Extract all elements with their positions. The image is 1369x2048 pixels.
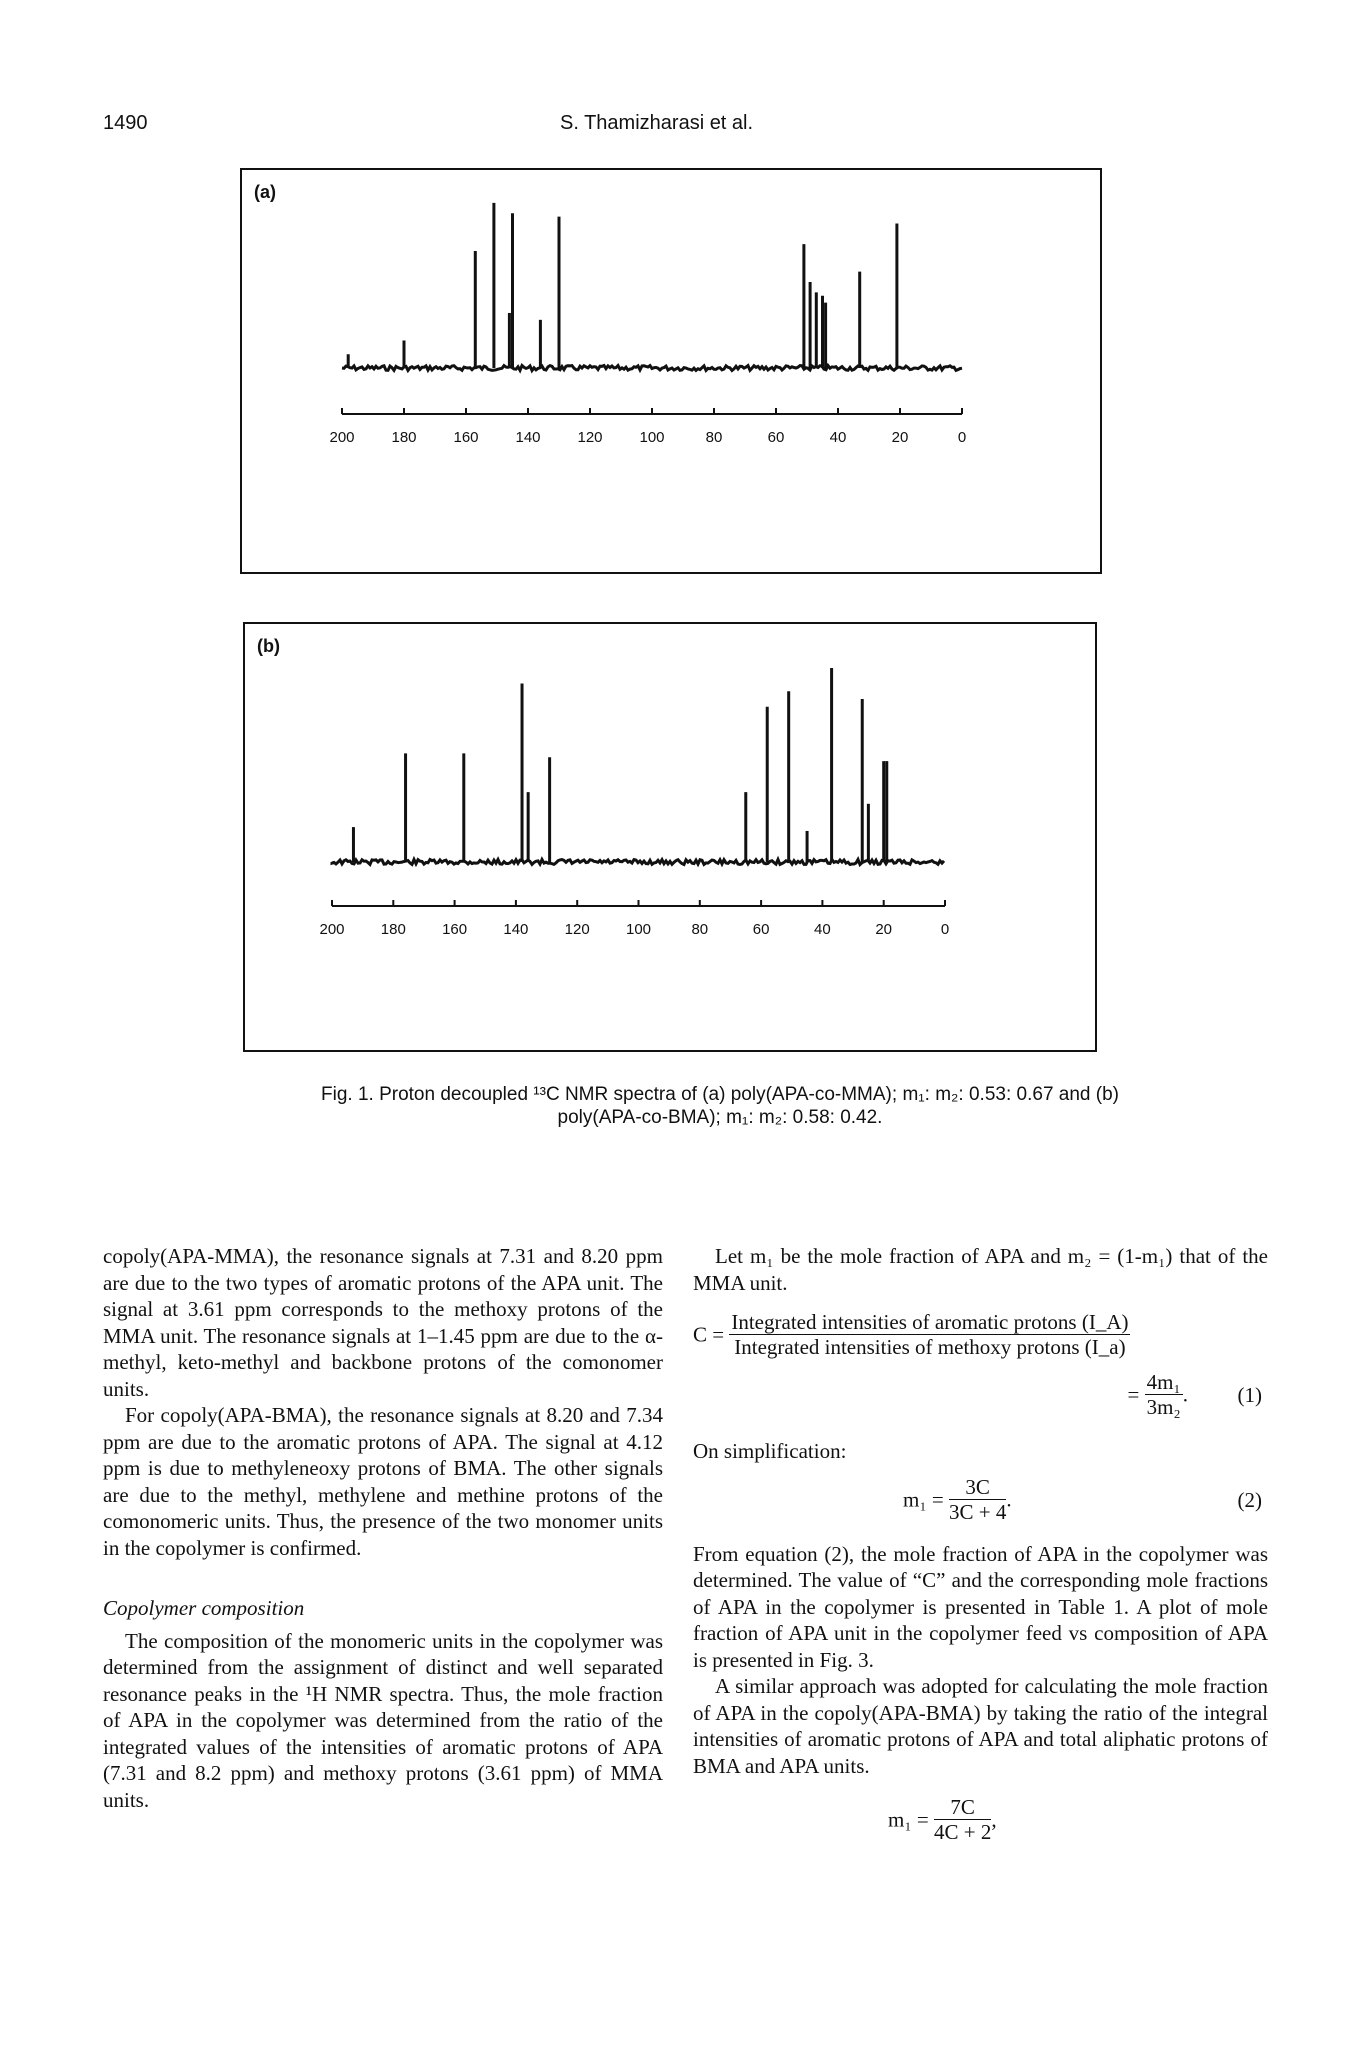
running-header-authors: S. Thamizharasi et al. — [560, 112, 754, 134]
eq3-lhs: m₁ = — [888, 1807, 929, 1832]
eq1-tail: . — [1182, 1382, 1188, 1407]
caption-line-2: poly(APA-co-BMA); m₁: m₂: 0.58: 0.42. — [557, 1107, 883, 1128]
eq1-lhs: = — [1127, 1382, 1140, 1407]
spectrum-a-tick-label: 120 — [577, 429, 602, 446]
caption-line-1: Fig. 1. Proton decoupled ¹³C NMR spectra… — [321, 1084, 1119, 1105]
spectrum-a-tick-label: 40 — [830, 429, 847, 446]
eq1-denominator: 3m₂ — [1146, 1395, 1181, 1419]
spectrum-a-tick-label: 20 — [892, 429, 909, 446]
spectrum-a-tick-label: 200 — [329, 429, 354, 446]
panel-a-label: (a) — [254, 182, 276, 202]
figure-caption: Fig. 1. Proton decoupled ¹³C NMR spectra… — [300, 1083, 1140, 1129]
spectrum-b-tick-label: 120 — [565, 921, 590, 938]
spectrum-a-tick-label: 60 — [768, 429, 785, 446]
spectrum-a-tick-label: 160 — [453, 429, 478, 446]
eq2-fraction: 3C 3C + 4 — [949, 1475, 1007, 1524]
eq2-tail: . — [1006, 1486, 1012, 1511]
eq1-numerator: 4m₁ — [1144, 1370, 1183, 1395]
paragraph-simplification: On simplification: — [693, 1439, 847, 1463]
equation-c-definition: C = Integrated intensities of aromatic p… — [693, 1310, 1268, 1366]
spectrum-panel-b: (b) 200 180 160 140 120 100 80 60 40 20 0 — [243, 622, 1097, 1052]
spectrum-b-tick-label: 20 — [875, 921, 892, 938]
left-column: copoly(APA-MMA), the resonance signals a… — [103, 1243, 663, 1813]
right-column: Let m₁ be the mole fraction of APA and m… — [693, 1243, 1268, 1853]
eq-c-numerator: Integrated intensities of aromatic proto… — [729, 1310, 1131, 1335]
paragraph-equation2-result: From equation (2), the mole fraction of … — [693, 1541, 1268, 1672]
section-heading-copolymer-composition: Copolymer composition — [103, 1596, 305, 1620]
spectrum-b-baseline — [330, 855, 946, 868]
page-number: 1490 — [103, 112, 148, 134]
eq3-tail: , — [991, 1807, 997, 1832]
equation-1: = 4m₁ 3m₂ . (1) — [693, 1366, 1268, 1428]
paragraph-composition: The composition of the monomeric units i… — [103, 1628, 663, 1812]
spectrum-a-baseline — [341, 362, 963, 374]
spectrum-b-tick-label: 100 — [626, 921, 651, 938]
spectrum-a-plot: 200 180 160 140 120 100 80 60 40 20 0 — [329, 202, 966, 446]
eq3-denominator: 4C + 2 — [934, 1820, 992, 1844]
spectrum-a-tick-label: 0 — [958, 429, 966, 446]
eq-c-fraction: Integrated intensities of aromatic proto… — [729, 1310, 1131, 1359]
eq2-numerator: 3C — [949, 1475, 1007, 1500]
equation-2: m₁ = 3C 3C + 4 . (2) — [693, 1469, 1268, 1535]
spectrum-b-tick-label: 60 — [753, 921, 770, 938]
spectrum-b-tick-label: 200 — [319, 921, 344, 938]
spectrum-a-tick-label: 100 — [639, 429, 664, 446]
paragraph-bma-signals: For copoly(APA-BMA), the resonance signa… — [103, 1403, 663, 1560]
paragraph-mole-fraction-def: Let m₁ be the mole fraction of APA and m… — [693, 1244, 1268, 1295]
eq2-number: (2) — [1237, 1487, 1263, 1512]
spectrum-a-tick-label: 140 — [515, 429, 540, 446]
spectrum-b-tick-label: 140 — [503, 921, 528, 938]
spectrum-b-tick-label: 160 — [442, 921, 467, 938]
eq3-numerator: 7C — [934, 1795, 992, 1820]
panel-b-label: (b) — [257, 636, 280, 656]
paragraph-mma-signals: copoly(APA-MMA), the resonance signals a… — [103, 1244, 663, 1401]
spectrum-b-plot: 200 180 160 140 120 100 80 60 40 20 0 — [319, 668, 949, 938]
eq2-lhs: m₁ = — [903, 1486, 944, 1511]
spectrum-a-tick-label: 80 — [706, 429, 723, 446]
eq1-number: (1) — [1237, 1383, 1263, 1407]
spectrum-a-tick-label: 180 — [391, 429, 416, 446]
paragraph-bma-approach: A similar approach was adopted for calcu… — [693, 1674, 1268, 1778]
spectrum-b-tick-label: 0 — [941, 921, 949, 938]
spectrum-panel-a: (a) 200 180 160 140 120 100 80 60 40 20 0 — [240, 168, 1102, 574]
eq1-fraction: 4m₁ 3m₂ — [1144, 1370, 1183, 1419]
eq-c-denominator: Integrated intensities of methoxy proton… — [734, 1335, 1126, 1359]
spectrum-b-tick-label: 40 — [814, 921, 831, 938]
equation-3: m₁ = 7C 4C + 2 , — [693, 1791, 1268, 1853]
spectrum-b-tick-label: 80 — [691, 921, 708, 938]
eq-c-lhs: C = — [693, 1322, 725, 1347]
spectrum-b-tick-label: 180 — [381, 921, 406, 938]
eq3-fraction: 7C 4C + 2 — [934, 1795, 992, 1844]
eq2-denominator: 3C + 4 — [949, 1499, 1007, 1524]
